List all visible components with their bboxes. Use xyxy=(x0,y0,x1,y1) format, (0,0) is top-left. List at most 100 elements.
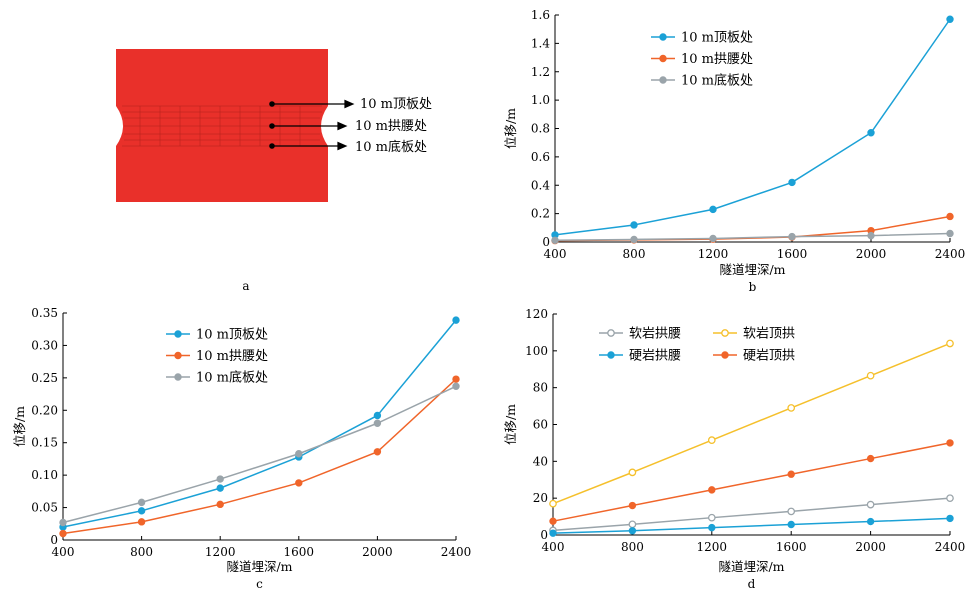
legend-label: 软岩顶拱 xyxy=(743,327,795,342)
series-line xyxy=(62,385,457,524)
y-tick-label: 1.4 xyxy=(531,36,550,50)
data-point xyxy=(866,517,875,526)
data-point xyxy=(295,450,303,458)
data-point xyxy=(708,486,716,494)
data-point xyxy=(295,479,303,487)
chart-c: 0 0.05 0.10 0.15 0.20 0.25 0.30 0.35 400 800 1200 1… xyxy=(12,306,471,591)
y-tick-label: 0.4 xyxy=(531,178,550,192)
x-tick-label: 2000 xyxy=(856,247,887,261)
panel-label: d xyxy=(748,577,756,591)
y-axis-label: 位移/m xyxy=(503,108,518,149)
x-tick-label: 400 xyxy=(544,247,567,261)
data-point xyxy=(787,520,795,529)
data-point xyxy=(709,205,717,214)
series-line xyxy=(62,319,457,528)
tunnel-cavity-left xyxy=(116,106,123,146)
data-point xyxy=(549,529,557,537)
data-point xyxy=(866,371,875,380)
data-point xyxy=(946,15,954,23)
x-tick-label: 1200 xyxy=(205,545,236,559)
legend-marker xyxy=(659,33,667,41)
y-tick-label: 120 xyxy=(525,307,548,321)
panel-label: c xyxy=(256,577,263,591)
x-axis-label: 隧道埋深/m xyxy=(718,559,784,574)
data-point xyxy=(59,518,67,527)
legend-label: 10 m拱腰处 xyxy=(681,52,753,67)
series-line xyxy=(552,497,951,532)
x-tick-label: 800 xyxy=(130,545,153,559)
data-point xyxy=(946,229,954,238)
data-point xyxy=(137,498,146,507)
legend-marker xyxy=(174,330,182,338)
data-point xyxy=(216,500,224,509)
series-line xyxy=(552,442,951,522)
data-point xyxy=(787,470,795,478)
label-waist: 10 m拱腰处 xyxy=(355,119,427,134)
series-line xyxy=(552,517,951,534)
data-point xyxy=(707,436,716,445)
x-tick-label: 800 xyxy=(621,540,644,554)
data-point xyxy=(946,494,954,503)
data-point xyxy=(787,404,796,412)
monitor-arrows xyxy=(269,99,355,151)
data-point xyxy=(946,439,954,447)
y-tick-label: 1.6 xyxy=(531,8,550,22)
x-tick-label: 800 xyxy=(623,247,646,261)
data-point xyxy=(946,514,954,523)
y-tick-label: 0.30 xyxy=(31,338,58,352)
data-point xyxy=(549,517,557,525)
data-point xyxy=(216,475,224,483)
data-point xyxy=(628,468,637,477)
legend-marker xyxy=(174,351,182,360)
y-tick-label: 20 xyxy=(533,491,548,505)
legend-marker xyxy=(659,76,667,84)
y-tick-label: 0 xyxy=(50,533,58,547)
x-tick-label: 2000 xyxy=(855,540,886,554)
series-line xyxy=(554,232,951,242)
data-point xyxy=(707,513,716,522)
data-point xyxy=(373,411,382,420)
y-tick-label: 40 xyxy=(533,454,548,468)
data-point xyxy=(709,234,717,243)
y-tick-label: 0.25 xyxy=(31,371,58,385)
data-point xyxy=(788,232,796,241)
y-tick-label: 1.2 xyxy=(531,65,550,79)
data-point xyxy=(137,507,146,515)
y-tick-label: 0.20 xyxy=(31,403,58,417)
y-tick-label: 0 xyxy=(542,235,550,249)
y-tick-label: 100 xyxy=(525,344,548,358)
x-tick-label: 1600 xyxy=(777,247,808,261)
legend-label: 10 m顶板处 xyxy=(196,328,268,343)
data-point xyxy=(628,520,637,529)
y-tick-label: 0 xyxy=(540,528,548,542)
data-point xyxy=(787,507,796,516)
legend-label: 硬岩拱腰 xyxy=(629,349,681,364)
legend-label: 软岩拱腰 xyxy=(629,327,681,342)
data-point xyxy=(630,235,638,244)
y-tick-label: 0.6 xyxy=(531,150,550,164)
y-tick-label: 0.05 xyxy=(31,501,58,515)
data-point xyxy=(946,212,954,221)
chart-d: 0 20 40 60 80 100 120 400 800 1200 1600 2000 2400 隧道埋… xyxy=(503,307,966,591)
data-point xyxy=(137,518,146,526)
data-point xyxy=(867,129,875,137)
data-point xyxy=(628,501,637,510)
x-tick-label: 1600 xyxy=(776,540,807,554)
legend-marker xyxy=(174,373,182,381)
data-point xyxy=(373,448,382,456)
chart-b: 0 0.2 0.4 0.6 0.8 1.0 1.2 1.4 1.6 400 800 1200 1600 2… xyxy=(503,8,965,294)
x-tick-label: 2400 xyxy=(935,540,966,554)
label-floor: 10 m底板处 xyxy=(355,139,427,155)
y-axis-label: 位移/m xyxy=(503,404,518,445)
panel-a-diagram: 10 m顶板处 10 m拱腰处 10 m底板处 a xyxy=(116,49,432,293)
legend-marker xyxy=(607,351,615,359)
legend-label: 10 m底板处 xyxy=(681,73,753,89)
y-axis-label: 位移/m xyxy=(12,406,27,447)
data-point xyxy=(788,178,796,187)
data-point xyxy=(866,500,875,509)
panel-label-a: a xyxy=(242,279,249,293)
y-tick-label: 80 xyxy=(533,381,548,395)
legend-label: 10 m底板处 xyxy=(196,370,268,386)
data-point xyxy=(866,454,875,463)
legend-marker xyxy=(607,329,615,337)
